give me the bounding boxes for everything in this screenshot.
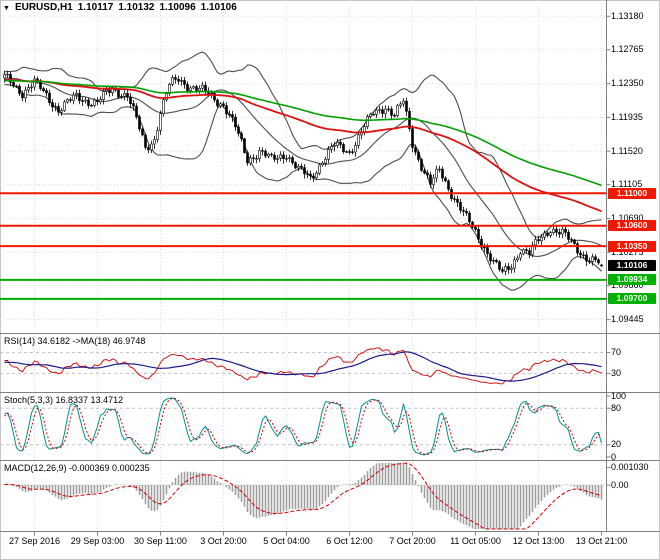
price-axis-label: 1.09445 — [611, 314, 644, 325]
price-badge: 1.09934 — [608, 274, 656, 286]
time-axis-label: 27 Sep 2016 — [8, 536, 61, 546]
rsi-axis-label: 70 — [611, 347, 622, 358]
rsi-ma-line — [4, 351, 602, 382]
time-axis-label: 5 Oct 04:00 — [263, 536, 310, 546]
stoch-axis-label: 100 — [611, 390, 627, 401]
time-axis-label: 11 Oct 05:00 — [450, 536, 501, 546]
price-axis-label: 1.10275 — [611, 246, 644, 257]
time-axis-label: 3 Oct 20:00 — [200, 536, 247, 546]
stoch-axis-label: 20 — [611, 439, 622, 450]
price-axis-label: 1.11520 — [611, 145, 643, 156]
price-scale[interactable]: 1.13180 1.12765 1.12350 1.11935 1.11520 1.111… — [607, 0, 660, 531]
collapse-icon[interactable]: ▼ — [3, 5, 10, 12]
time-scale[interactable]: 27 Sep 2016 29 Sep 03:00 30 Sep 11:00 3 Oct… — [0, 531, 660, 560]
price-axis-label: 1.11935 — [611, 111, 643, 122]
stoch-axis-label: 0 — [611, 451, 617, 462]
time-axis-label: 7 Oct 20:00 — [389, 536, 436, 546]
price-axis-label: 1.13180 — [611, 10, 644, 21]
price-badge: 1.10600 — [608, 220, 656, 232]
price-axis-label: 1.12350 — [611, 78, 644, 89]
price-axis-label: 1.09860 — [611, 280, 644, 291]
rsi-level-lines — [0, 352, 606, 374]
time-axis-label: 6 Oct 12:00 — [326, 536, 373, 546]
low-value: 1.10096 — [159, 2, 196, 13]
high-value: 1.10132 — [118, 2, 155, 13]
price-badge: 1.10350 — [608, 240, 656, 252]
grid-lines — [0, 0, 606, 531]
price-axis-label: 1.10690 — [611, 212, 644, 223]
stoch-k-line — [4, 397, 602, 456]
rsi-axis-label: 30 — [611, 367, 622, 378]
bollinger-upper-band — [4, 51, 602, 238]
time-axis-label: 30 Sep 11:00 — [134, 536, 187, 546]
time-axis-label: 29 Sep 03:00 — [70, 536, 125, 546]
stoch-axis-label: 80 — [611, 402, 622, 413]
bollinger-middle-band — [4, 77, 602, 257]
bullish-candles — [3, 73, 594, 272]
chart-title: ▼ EURUSD,H1 1.10117 1.10132 1.10096 1.10106 — [3, 2, 242, 13]
rsi-indicator-label: RSI(14) 34.6182 ->MA(18) 46.9748 — [4, 336, 146, 346]
open-value: 1.10117 — [77, 2, 114, 13]
stoch-d-line — [4, 397, 602, 455]
ma-red-line — [4, 78, 602, 213]
price-badge: 1.10106 — [608, 260, 656, 272]
price-badge: 1.11000 — [608, 187, 656, 199]
time-axis-label: 13 Oct 21:00 — [575, 536, 628, 546]
price-badge: 1.09700 — [608, 293, 656, 305]
close-value: 1.10106 — [200, 2, 237, 13]
price-axis-label: 1.12765 — [611, 44, 644, 55]
stochastic-indicator-label: Stoch(5,3,3) 16.8337 13.4712 — [4, 395, 124, 405]
time-axis-label: 12 Oct 13:00 — [512, 536, 565, 546]
bearish-candles — [9, 73, 603, 272]
price-axis-label: 1.11105 — [611, 179, 643, 190]
macd-axis-label: 0.00 — [611, 479, 629, 490]
macd-signal-line — [4, 462, 602, 530]
bollinger-lower-band — [4, 84, 602, 291]
macd-indicator-label: MACD(12,26,9) -0.000369 0.000235 — [4, 463, 150, 473]
rsi-line — [4, 347, 602, 385]
symbol-period-label: EURUSD,H1 — [14, 2, 73, 13]
axis-ticks — [34, 15, 611, 536]
panel-borders — [0, 0, 660, 532]
macd-axis-label: 0.001030 — [611, 462, 649, 473]
ma-green-line — [4, 79, 602, 187]
